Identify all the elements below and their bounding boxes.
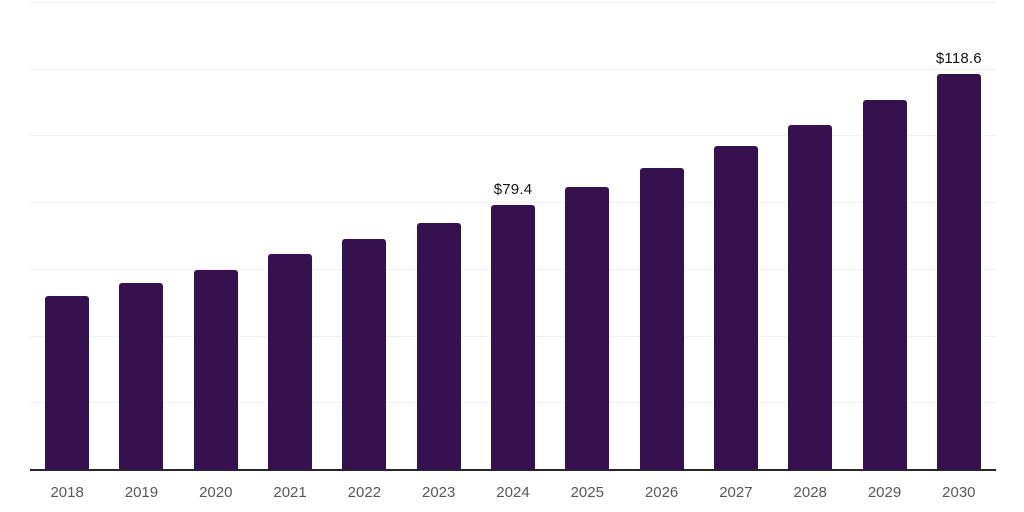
- bar-2021: [268, 254, 313, 470]
- band-2030: $118.6: [922, 3, 996, 470]
- band-2026: [624, 3, 698, 470]
- band-2020: [179, 3, 253, 470]
- band-2025: [550, 3, 624, 470]
- bar-2022: [342, 239, 387, 470]
- x-tick-2022: 2022: [347, 484, 382, 501]
- bar-2019: [119, 282, 164, 470]
- plot-area: $79.4 $118.6: [30, 2, 996, 471]
- band-2029: [847, 3, 921, 470]
- x-tick-2018: 2018: [50, 484, 84, 501]
- band-2022: [327, 3, 401, 470]
- bar-2027: [713, 146, 758, 470]
- x-tick-2025: 2025: [570, 484, 604, 501]
- x-tick-2026: 2026: [644, 484, 679, 501]
- bar-2028: [788, 124, 833, 470]
- bar-2026: [639, 167, 684, 470]
- bar-2025: [565, 187, 610, 470]
- bar-2020: [193, 269, 238, 470]
- band-2018: [30, 3, 104, 470]
- gridline-140: [30, 2, 996, 3]
- x-tick-2019: 2019: [124, 484, 159, 501]
- x-tick-2027: 2027: [719, 484, 753, 501]
- band-2024: $79.4: [476, 3, 550, 470]
- bar-2018: [45, 295, 90, 470]
- x-tick-2024: 2024: [496, 484, 530, 501]
- x-tick-2021: 2021: [273, 484, 307, 501]
- x-tick-2028: 2028: [793, 484, 827, 501]
- gridline-100: [30, 135, 996, 137]
- x-axis-tick-labels: 2018 2019 2020 2021 2022 2023 2024 2025 2026 2027…: [30, 484, 996, 504]
- x-axis-line: [30, 469, 996, 471]
- value-label-2030: $118.6: [935, 50, 982, 68]
- x-tick-2029: 2029: [867, 484, 902, 501]
- bar-2030: [936, 74, 981, 470]
- band-2027: [699, 3, 773, 470]
- bar-2024: [490, 205, 535, 470]
- band-2019: [104, 3, 178, 470]
- band-2021: [253, 3, 327, 470]
- x-tick-2020: 2020: [199, 484, 233, 501]
- value-label-2024: $79.4: [493, 181, 533, 199]
- gridline-80: [30, 202, 996, 204]
- band-2023: [402, 3, 476, 470]
- band-2028: [773, 3, 847, 470]
- bar-2029: [862, 100, 907, 470]
- x-tick-2030: 2030: [942, 484, 976, 501]
- bar-2023: [416, 222, 461, 470]
- x-tick-2023: 2023: [421, 484, 456, 501]
- gridline-120: [30, 68, 996, 70]
